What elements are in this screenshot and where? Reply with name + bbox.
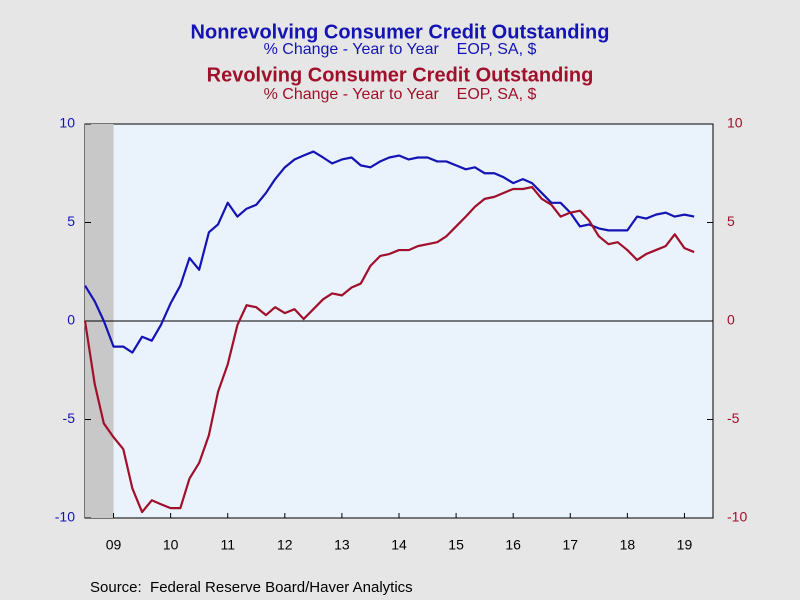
x-tick-label: 09 [106, 537, 122, 553]
chart-subtitle: % Change - Year to Year EOP, SA, $ [264, 41, 537, 58]
chart-subtitle: % Change - Year to Year EOP, SA, $ [264, 86, 537, 103]
x-tick-label: 10 [163, 537, 179, 553]
series-line [83, 185, 695, 514]
chart-title: Revolving Consumer Credit Outstanding [207, 64, 594, 86]
y2-tick-label: -5 [727, 410, 740, 426]
x-tick-label: 14 [391, 537, 407, 553]
y2-tick-label: 10 [727, 115, 743, 131]
x-tick-label: 16 [505, 537, 521, 553]
x-tick-label: 19 [677, 537, 693, 553]
y-tick-label: 5 [67, 213, 75, 229]
x-tick-label: 12 [277, 537, 293, 553]
chart-title: Nonrevolving Consumer Credit Outstanding [191, 21, 610, 43]
x-tick-label: 18 [620, 537, 636, 553]
source-note: Source: Federal Reserve Board/Haver Anal… [90, 579, 413, 596]
y2-tick-label: -10 [727, 509, 747, 525]
y2-tick-label: 0 [727, 312, 735, 328]
x-tick-label: 17 [562, 537, 578, 553]
x-tick-label: 11 [220, 537, 235, 553]
y-tick-label: 0 [67, 312, 75, 328]
y-tick-label: -10 [55, 509, 75, 525]
x-tick-label: 15 [448, 537, 464, 553]
x-tick-label: 13 [334, 537, 350, 553]
y-tick-label: 10 [59, 115, 75, 131]
y-tick-label: -5 [63, 410, 76, 426]
y2-tick-label: 5 [727, 213, 735, 229]
